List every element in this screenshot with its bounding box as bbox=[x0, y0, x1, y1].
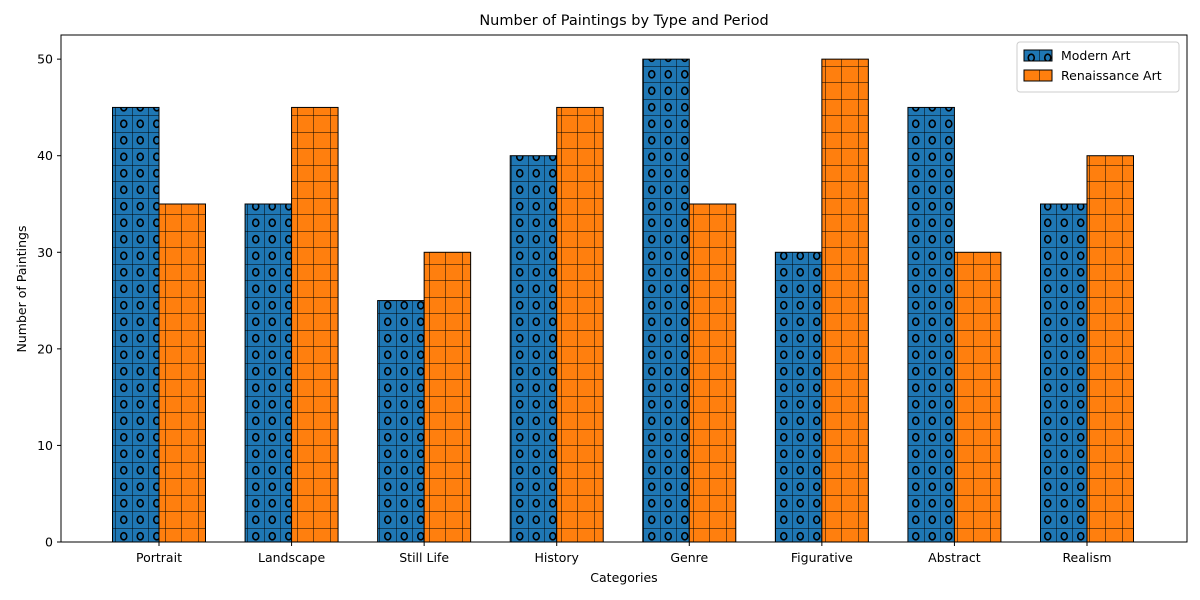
x-tick-label-history: History bbox=[534, 550, 579, 565]
bar-modern-art-realism bbox=[1040, 203, 1088, 543]
y-axis-label: Number of Paintings bbox=[14, 226, 29, 353]
bar-modern-art-history bbox=[509, 155, 558, 543]
x-tick-label-portrait: Portrait bbox=[136, 550, 182, 565]
legend: Modern Art Renaissance Art bbox=[1016, 41, 1180, 93]
x-axis-label: Categories bbox=[590, 570, 657, 585]
bar-renaissance-art-portrait bbox=[158, 203, 206, 543]
bar-renaissance-art-figurative bbox=[821, 58, 869, 543]
plot-frame bbox=[60, 34, 1188, 543]
y-tick-label: 40 bbox=[37, 148, 53, 163]
ticks-layer: 0 10 20 30 40 50 Portrait Landscape Still Life Hi… bbox=[37, 52, 1111, 565]
chart-title: Number of Paintings by Type and Period bbox=[479, 13, 768, 29]
y-tick-label: 0 bbox=[45, 535, 53, 550]
bar-renaissance-art-history bbox=[556, 106, 604, 543]
axes-layer bbox=[60, 34, 1188, 543]
bar-modern-art-genre bbox=[642, 58, 690, 543]
bar-modern-art-landscape bbox=[244, 203, 293, 543]
legend-box bbox=[1016, 41, 1180, 93]
bar-renaissance-art-landscape bbox=[291, 106, 339, 543]
y-tick-label: 50 bbox=[37, 52, 53, 67]
x-tick-label-figurative: Figurative bbox=[791, 550, 853, 565]
y-tick-label: 30 bbox=[37, 245, 53, 260]
bar-renaissance-art-still-life bbox=[423, 251, 472, 543]
bar-renaissance-art-realism bbox=[1086, 155, 1134, 543]
x-tick-label-landscape: Landscape bbox=[258, 550, 325, 565]
x-tick-label-still-life: Still Life bbox=[399, 550, 449, 565]
y-tick-label: 10 bbox=[37, 438, 53, 453]
bar-modern-art-abstract bbox=[907, 106, 955, 543]
bar-renaissance-art-abstract bbox=[953, 251, 1002, 543]
bar-renaissance-art-genre bbox=[688, 203, 737, 543]
bar-modern-art-still-life bbox=[377, 300, 425, 543]
y-tick-label: 20 bbox=[37, 341, 53, 356]
x-tick-label-genre: Genre bbox=[670, 550, 708, 565]
legend-swatch-modern-art bbox=[1023, 49, 1053, 62]
legend-label-modern-art: Modern Art bbox=[1061, 48, 1131, 63]
x-tick-label-abstract: Abstract bbox=[928, 550, 981, 565]
legend-swatch-renaissance-art bbox=[1023, 69, 1053, 82]
legend-label-renaissance-art: Renaissance Art bbox=[1061, 68, 1162, 83]
bar-modern-art-portrait bbox=[112, 106, 160, 543]
x-tick-label-realism: Realism bbox=[1062, 550, 1111, 565]
bars-layer bbox=[112, 58, 1134, 543]
bar-modern-art-figurative bbox=[774, 251, 823, 543]
